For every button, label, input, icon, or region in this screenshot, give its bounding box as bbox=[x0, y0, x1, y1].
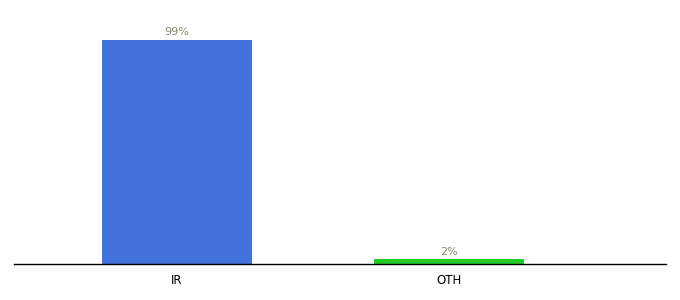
Text: 2%: 2% bbox=[440, 247, 458, 257]
Text: 99%: 99% bbox=[165, 27, 189, 37]
Bar bbox=[102, 40, 252, 264]
Bar bbox=[374, 260, 524, 264]
